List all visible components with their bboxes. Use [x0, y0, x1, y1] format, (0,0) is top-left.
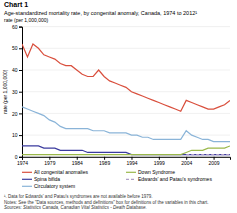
legend-swatch — [126, 172, 136, 173]
x-tick-label: 1984 — [72, 160, 83, 166]
y-tick: 20 — [12, 111, 22, 117]
series-line — [22, 107, 230, 142]
y-tick-label: 20 — [12, 111, 18, 117]
y-tick-label: 10 — [12, 132, 18, 138]
legend-label: Edwards' and Patau's syndromes — [138, 176, 212, 182]
series-line — [186, 154, 230, 155]
title: Chart 1 — [4, 1, 28, 8]
x-tick-label: 1999 — [154, 160, 165, 166]
y-tick-mark — [19, 27, 22, 28]
x-tick: 2004 — [181, 157, 192, 166]
x-tick: 1989 — [99, 157, 110, 166]
note: ¹. Data for Edwards' and Patau's syndrom… — [4, 194, 153, 199]
x-tick: 1979 — [44, 157, 55, 166]
y-tick-label: 0 — [15, 154, 18, 160]
series-line — [22, 44, 230, 111]
y-tick-label: 30 — [12, 89, 18, 95]
x-tick-label: 1994 — [126, 160, 137, 166]
legend-label: Circulatory system — [34, 183, 75, 189]
y-label-tag: rate (per 1,000,000) — [4, 17, 49, 23]
x-tick-label: 2004 — [181, 160, 192, 166]
legend-swatch — [22, 172, 32, 173]
y-tick: 50 — [12, 45, 22, 51]
x-axis: 1974 1979 1984 1989 1994 1999 2004 2009 — [17, 157, 231, 166]
legend: All congenital anomaliesSpina bifidaCirc… — [22, 169, 212, 189]
x-tick: 1999 — [154, 157, 165, 166]
y-tick-label: 40 — [12, 67, 18, 73]
legend-item: All congenital anomalies — [22, 169, 88, 175]
x-tick-label: 1974 — [17, 160, 28, 166]
grid-line — [22, 26, 230, 27]
y-tick: 60 — [12, 24, 22, 30]
subtitle: Age-standardized mortality rate, by cong… — [4, 10, 197, 16]
legend-swatch — [22, 179, 32, 180]
legend-label: Spina bifida — [34, 176, 60, 182]
grid-line — [22, 48, 230, 49]
y-tick-label: 60 — [12, 24, 18, 30]
legend-label: Down Syndrome — [138, 169, 175, 175]
x-tick: 1984 — [72, 157, 83, 166]
y-tick-mark — [19, 157, 22, 158]
notes: ¹. Data for Edwards' and Patau's syndrom… — [4, 194, 209, 210]
chart: Chart 1 Age-standardized mortality rate, … — [0, 0, 237, 213]
y-tick: 10 — [12, 132, 22, 138]
y-tick-mark — [19, 113, 22, 114]
x-tick: 1974 — [17, 157, 28, 166]
y-axis-title: rate (per 1,000,000) — [2, 69, 8, 114]
grid — [22, 27, 230, 157]
grid-line — [22, 91, 230, 92]
note: Notes: See the "Data sources, methods an… — [4, 200, 209, 205]
y-tick-mark — [19, 135, 22, 136]
title-line: Chart 1 — [4, 1, 28, 8]
y-axis: 0 10 20 30 40 50 60 — [12, 24, 23, 160]
x-tick-label: 2009 — [209, 160, 220, 166]
legend-item: Edwards' and Patau's syndromes — [126, 176, 212, 182]
y-tick-mark — [19, 70, 22, 71]
grid-line — [22, 135, 230, 136]
legend-item: Circulatory system — [22, 183, 75, 189]
lines — [22, 44, 230, 155]
series-line — [22, 146, 230, 155]
y-tick-label: 50 — [12, 45, 18, 51]
source-line: Sources: Statistics Canada, Canadian Vit… — [4, 205, 147, 210]
y-tick: 30 — [12, 89, 22, 95]
series-line — [22, 146, 230, 155]
y-label-tag-line: rate (per 1,000,000) — [4, 17, 49, 23]
legend-label: All congenital anomalies — [34, 169, 88, 175]
legend-swatch — [22, 186, 32, 187]
legend-item: Down Syndrome — [126, 169, 175, 175]
x-tick: 2009 — [209, 157, 220, 166]
title-group: Chart 1 Age-standardized mortality rate, … — [4, 1, 197, 23]
y-tick: 0 — [15, 154, 22, 160]
x-tick: 1994 — [126, 157, 137, 166]
grid-line — [22, 113, 230, 114]
y-tick-mark — [19, 92, 22, 93]
x-tick-label: 1979 — [44, 160, 55, 166]
note-line: ¹. Data for Edwards' and Patau's syndrom… — [4, 194, 153, 199]
y-tick-mark — [19, 48, 22, 49]
legend-swatch — [126, 179, 136, 180]
y-tick: 40 — [12, 67, 22, 73]
note-line: Notes: See the "Data sources, methods an… — [4, 200, 209, 205]
legend-item: Spina bifida — [22, 176, 60, 182]
source: Sources: Statistics Canada, Canadian Vit… — [4, 205, 147, 210]
y-axis-line — [19, 27, 23, 157]
subtitle-line: Age-standardized mortality rate, by cong… — [4, 10, 197, 16]
grid-line — [22, 70, 230, 71]
x-tick-label: 1989 — [99, 160, 110, 166]
